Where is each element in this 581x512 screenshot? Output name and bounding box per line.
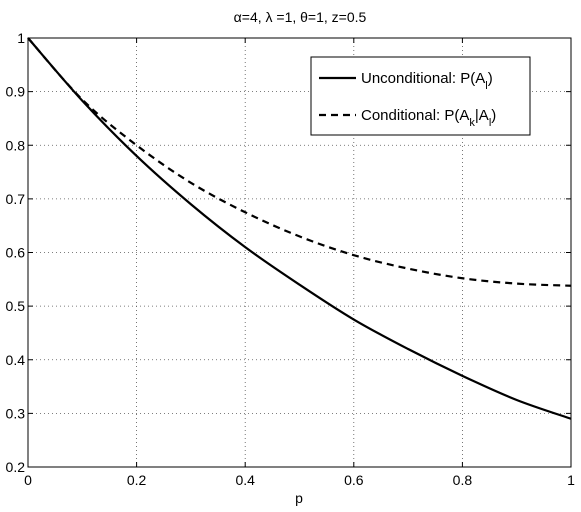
unconditional-series-line	[27, 37, 572, 420]
y-tick-label: 0.5	[6, 298, 26, 314]
y-tick-label: 0.9	[6, 84, 26, 100]
y-tick-label: 0.6	[6, 245, 26, 261]
x-axis-label: p	[295, 490, 303, 506]
y-tick-label: 0.3	[6, 405, 26, 421]
series-group	[27, 37, 572, 420]
conditional-series-line	[27, 37, 572, 287]
x-tick-label: 1	[567, 472, 575, 488]
x-tick-label: 0.8	[453, 472, 473, 488]
legend-box	[310, 56, 531, 136]
x-tick-label: 0	[24, 472, 32, 488]
x-tick-label: 0.6	[344, 472, 364, 488]
x-tick-label: 0.4	[235, 472, 255, 488]
y-tick-label: 0.4	[6, 352, 26, 368]
chart-title: α=4, λ =1, θ=1, z=0.5	[234, 9, 367, 25]
y-tick-label: 0.2	[6, 459, 26, 475]
legend: Unconditional: P(Al) Conditional: P(Ak|Al…	[310, 56, 531, 136]
axes	[27, 37, 572, 468]
tick-labels: 0 0.2 0.4 0.6 0.8 10.20.30.40.50.60.70.80.91	[6, 30, 576, 488]
x-tick-label: 0.2	[127, 472, 147, 488]
legend-label: Conditional: P(Ak|Al)	[361, 107, 496, 129]
y-tick-label: 0.8	[6, 137, 26, 153]
y-tick-label: 0.7	[6, 191, 26, 207]
legend-label: Unconditional: P(Al)	[361, 70, 493, 92]
y-tick-label: 1	[17, 30, 25, 46]
